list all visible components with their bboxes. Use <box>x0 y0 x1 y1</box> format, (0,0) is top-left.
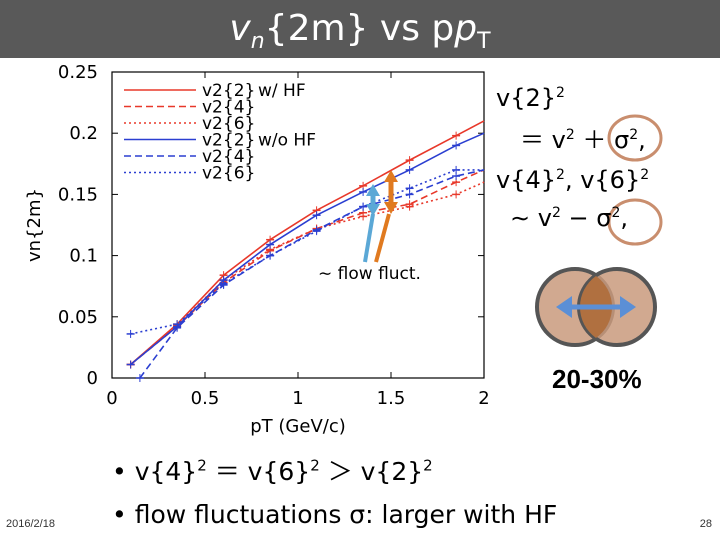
eq2-part-c: ∼ v <box>510 204 552 232</box>
blue-arrow-head-bottom <box>366 204 380 216</box>
flow-arrow-right-head <box>620 296 636 318</box>
series-line-5 <box>130 169 484 335</box>
y-tick-label: 0 <box>87 368 98 389</box>
eq1-sup-b: 2 <box>565 127 575 143</box>
equation-v2-2: v{2}2 <box>496 84 565 112</box>
title-p: p <box>454 8 478 49</box>
series-line-0 <box>130 120 485 366</box>
bullet-1-sup-a: 2 <box>197 456 207 475</box>
eq1-sup-a: 2 <box>556 85 565 101</box>
x-axis-label: pT (GeV/c) <box>250 416 345 437</box>
chart-series <box>126 120 485 382</box>
eq1-part-c: ＋ σ <box>582 126 630 154</box>
eq2-comma: , <box>620 204 629 232</box>
eq2-part-b: , v{6} <box>564 166 641 194</box>
series-line-2 <box>130 181 485 366</box>
equation-v4-v6: v{4}2, v{6}2 <box>496 166 649 194</box>
eq1-sup-c: 2 <box>629 127 639 143</box>
legend-group-label-1: w/o HF <box>258 131 316 151</box>
title-rest: {2m} vs p <box>264 8 455 49</box>
series-line-1 <box>130 169 485 366</box>
title-v: v <box>229 8 251 49</box>
legend-label-5: v2{6} <box>202 164 255 184</box>
sigma-highlight-1 <box>607 114 663 162</box>
bullet-2-mark: • <box>112 500 127 529</box>
y-tick-label: 0.15 <box>58 184 98 205</box>
centrality-label: 20-30% <box>552 364 642 394</box>
flow-arrow-left-head <box>556 296 572 318</box>
eq1-part-a: v{2} <box>496 84 557 112</box>
blue-arrow-head-top <box>366 184 380 196</box>
bullet-1-part-a: v{4} <box>134 457 198 486</box>
eq2-part-d: − σ <box>568 204 612 232</box>
equation-v2-minus-sigma: ∼ v2 − σ2, <box>510 204 628 232</box>
orange-arrow-head-bottom <box>384 202 398 214</box>
y-tick-label: 0.05 <box>58 307 98 328</box>
legend-group-label-0: w/ HF <box>258 81 306 101</box>
x-tick-label: 2 <box>478 388 489 409</box>
bullet-2: • flow fluctuations σ: larger with HF <box>112 500 557 529</box>
bullet-1-sup-c: 2 <box>423 456 433 475</box>
sigma-highlight-2 <box>607 198 663 246</box>
equation-v2-plus-sigma: ＝ v2 ＋ σ2, <box>520 120 646 155</box>
y-tick-label: 0.2 <box>69 123 98 144</box>
y-axis-label: vn{2m} <box>24 188 45 262</box>
x-tick-label: 1.5 <box>377 388 406 409</box>
chart-axes: 0 0.5 1 1.5 2 0 0.05 0.1 0.15 0.2 0.25 pT (GeV/c) vn… <box>24 62 490 437</box>
orange-arrow-head-top <box>384 170 398 182</box>
blue-pointer-line <box>363 213 375 263</box>
bullet-1: • v{4}2 ＝ v{6}2 ＞ v{2}2 <box>112 452 433 488</box>
y-tick-label: 0.1 <box>69 246 98 267</box>
bullet-1-part-c: ＞ v{2} <box>327 457 424 486</box>
orange-pointer-line <box>374 213 391 263</box>
x-tick-label: 0.5 <box>191 388 220 409</box>
eq2-part-a: v{4} <box>496 166 557 194</box>
bullet-1-sup-b: 2 <box>310 456 320 475</box>
slide-page-number: 28 <box>699 518 712 530</box>
bullet-1-mark: • <box>112 457 127 486</box>
x-tick-label: 1 <box>292 388 303 409</box>
slide-date: 2016/2/18 <box>6 518 55 530</box>
title-bar <box>0 0 720 58</box>
eq2-sup-b: 2 <box>640 167 650 183</box>
legend-label-0: v2{2} <box>202 81 255 101</box>
flow-fluct-label: ∼ flow fluct. <box>318 264 421 284</box>
series-line-3 <box>130 132 485 366</box>
title-sub-n: n <box>250 29 265 55</box>
eq2-sup-d: 2 <box>611 205 621 221</box>
slide-title: vn{2m} vs ppT <box>0 8 720 54</box>
x-tick-label: 0 <box>106 388 117 409</box>
eq1-part-b: ＝ v <box>520 126 566 154</box>
title-sub-t: T <box>477 29 491 55</box>
y-tick-label: 0.25 <box>58 62 98 83</box>
legend-label-4: v2{4} <box>202 147 255 167</box>
bullet-2-text: flow fluctuations σ: larger with HF <box>134 500 558 529</box>
legend-label-2: v2{6} <box>202 114 255 134</box>
eq2-sup-a: 2 <box>556 167 565 183</box>
legend-label-1: v2{4} <box>202 98 255 118</box>
legend-label-3: v2{2} <box>202 131 255 151</box>
eq1-comma: , <box>638 126 646 154</box>
chart-legend: v2{2}v2{4}v2{6}v2{2}v2{4}v2{6}w/ HFw/o H… <box>124 81 316 184</box>
bullet-1-part-b: ＝ v{6} <box>214 457 311 486</box>
eq2-sup-c: 2 <box>551 205 561 221</box>
